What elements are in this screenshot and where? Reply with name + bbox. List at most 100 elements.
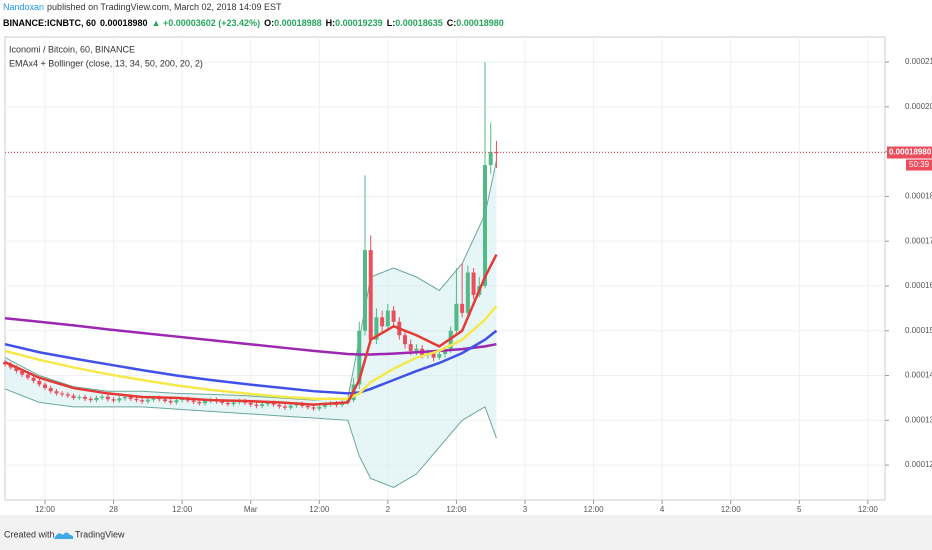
y-tick-label: 0.00018000 [905, 192, 932, 201]
candle-body [25, 374, 30, 378]
candle-body [60, 393, 65, 395]
candle-body [65, 394, 70, 396]
footer-brand: TradingView [75, 529, 125, 539]
countdown-label: 50:39 [909, 160, 930, 169]
candle-body [265, 402, 270, 405]
candle-body [14, 367, 19, 372]
candle-body [140, 400, 145, 402]
y-tick-label: 0.00020000 [905, 102, 932, 111]
y-tick-label: 0.00014000 [905, 371, 932, 380]
header-line: Nandoxan published on TradingView.com, Ma… [3, 2, 282, 12]
candle-body [20, 371, 25, 375]
candle-body [151, 397, 156, 400]
candle-body [31, 377, 36, 381]
candle-body [471, 272, 476, 295]
chart-title: Iconomi / Bitcoin, 60, BINANCE [9, 44, 135, 54]
x-tick-label: Mar [244, 505, 258, 514]
candle-body [323, 404, 327, 407]
candle-body [225, 402, 230, 405]
candle-body [448, 330, 453, 351]
footer-bar [0, 515, 932, 550]
candle-body [305, 405, 310, 408]
candle-body [37, 380, 42, 385]
x-tick-label: 12:00 [172, 505, 193, 514]
x-tick-label: 12:00 [721, 505, 742, 514]
symbol-bar: BINANCE:ICNBTC, 60 0.00018980 ▲ +0.0000360… [3, 18, 504, 28]
candle-body [357, 330, 362, 385]
candle-body [117, 398, 122, 401]
y-tick-label: 0.00012000 [905, 460, 932, 469]
plot-frame [4, 36, 886, 501]
candle-body [488, 152, 493, 166]
candle-body [168, 401, 173, 403]
candle-body [191, 400, 196, 402]
candle-body [460, 303, 465, 313]
candle-body [197, 401, 202, 404]
x-tick-label: 3 [523, 505, 528, 514]
change: ▲ +0.00003602 (+23.42%) [152, 18, 261, 28]
candle-body [111, 399, 116, 401]
candle-body [431, 353, 436, 358]
candle-body [288, 405, 293, 408]
candle-body [220, 401, 225, 403]
candle-body [260, 404, 265, 406]
candle-body [134, 398, 139, 401]
candle-body [71, 395, 76, 398]
y-tick-label: 0.00016000 [905, 281, 932, 290]
logo [54, 532, 74, 539]
candle-body [403, 335, 407, 345]
x-tick-label: 12:00 [858, 505, 879, 514]
candle-body [283, 406, 287, 408]
x-tick-label: 12:00 [309, 505, 330, 514]
candle-body [465, 272, 470, 313]
candle-body [77, 397, 82, 399]
indicator-legend: EMAx4 + Bollinger (close, 13, 34, 50, 20… [9, 58, 203, 68]
candle-body [94, 397, 99, 401]
indicator-line [4, 254, 498, 406]
last-price-label: 0.00018980 [889, 148, 932, 157]
author: Nandoxan [3, 2, 44, 12]
y-tick-label: 0.00017000 [905, 236, 932, 245]
candle-body [254, 404, 259, 406]
candle-body [163, 399, 167, 402]
candle-body [248, 402, 253, 405]
indicator-line [4, 305, 498, 401]
candle-body [277, 404, 282, 407]
candle-body [380, 317, 385, 327]
candle-body [294, 404, 299, 406]
close-label: C: [447, 18, 457, 28]
y-tick-label: 0.00015000 [905, 326, 932, 335]
candle-body [368, 250, 373, 340]
candle-body [54, 391, 59, 394]
price: 0.00018980 [100, 18, 148, 28]
candle-body [483, 165, 487, 286]
candle-body [123, 397, 127, 399]
candle-body [443, 350, 447, 355]
high-label: H: [326, 18, 336, 28]
close: 0.00018980 [456, 18, 504, 28]
candle-body [408, 344, 413, 351]
candle-body [391, 310, 396, 322]
candle-body [145, 399, 150, 402]
low-label: L: [387, 18, 396, 28]
candle-body [374, 317, 379, 340]
candle-body [271, 402, 276, 405]
candle-body [174, 400, 179, 403]
x-tick-label: 12:00 [35, 505, 56, 514]
y-tick-label: 0.00021000 [905, 57, 932, 66]
footer-created: Created with [4, 529, 55, 539]
indicator-line [4, 160, 497, 401]
candle-body [494, 152, 499, 154]
x-tick-label: 12:00 [584, 505, 605, 514]
candle-body [43, 384, 47, 389]
indicator-line [4, 388, 497, 489]
indicator-line [4, 329, 498, 395]
candle-body [83, 397, 87, 399]
bollinger-band-fill [5, 160, 497, 488]
candle-body [311, 407, 316, 409]
candle-body [128, 397, 133, 399]
candle-body [203, 401, 207, 404]
countdown-tag [906, 159, 932, 171]
y-tick-label: 0.00013000 [905, 415, 932, 424]
candle-body [414, 348, 419, 351]
